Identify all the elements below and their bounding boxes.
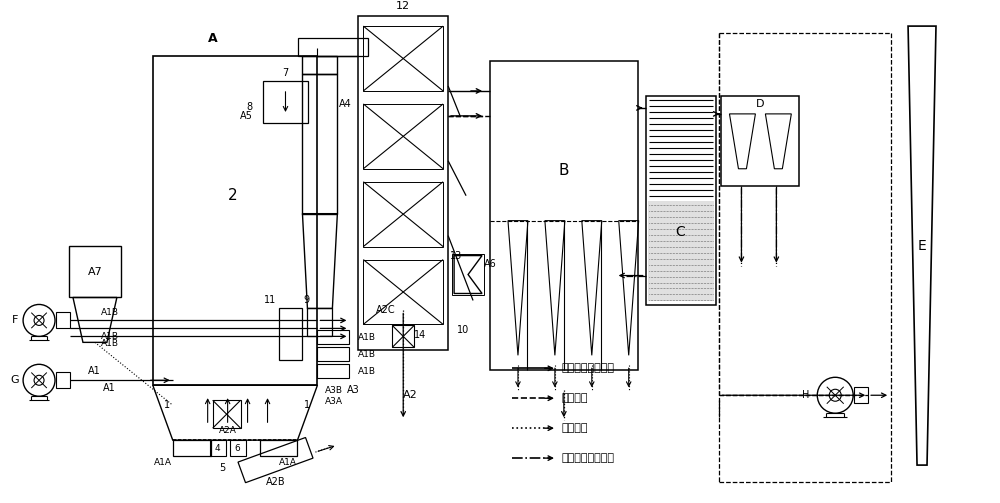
Text: A1: A1 xyxy=(103,383,115,393)
Bar xyxy=(358,16,448,351)
Text: A5: A5 xyxy=(240,111,253,121)
Bar xyxy=(307,308,332,337)
Bar xyxy=(173,440,211,456)
Bar xyxy=(317,364,349,378)
Text: B: B xyxy=(559,163,569,178)
Bar xyxy=(363,104,443,169)
Bar xyxy=(854,387,868,403)
Text: A1A: A1A xyxy=(278,458,296,467)
Text: A1B: A1B xyxy=(101,332,119,341)
Text: D: D xyxy=(756,99,765,109)
Bar xyxy=(260,440,297,456)
Bar xyxy=(363,260,443,324)
Text: A1B: A1B xyxy=(358,367,376,376)
Text: A2C: A2C xyxy=(375,305,395,315)
Text: 灰渣流程: 灰渣流程 xyxy=(562,423,588,433)
Text: 13: 13 xyxy=(450,250,462,261)
Bar xyxy=(317,348,349,361)
Text: A3A: A3A xyxy=(325,397,343,406)
Bar xyxy=(210,440,226,456)
Text: A1B: A1B xyxy=(101,308,119,317)
Bar xyxy=(56,372,70,388)
Text: 6: 6 xyxy=(235,444,240,453)
Text: 9: 9 xyxy=(303,295,309,305)
Bar xyxy=(302,56,337,74)
Text: A2B: A2B xyxy=(266,477,285,487)
Bar xyxy=(490,61,638,370)
Text: E: E xyxy=(918,238,926,253)
Text: A3B: A3B xyxy=(325,386,343,395)
Text: A2: A2 xyxy=(403,390,418,400)
Bar xyxy=(153,56,317,385)
Bar xyxy=(648,201,714,301)
Bar xyxy=(392,325,414,348)
Bar xyxy=(317,330,349,345)
Bar xyxy=(230,440,246,456)
Text: A7: A7 xyxy=(88,267,102,277)
Text: 除尘器回收水流程: 除尘器回收水流程 xyxy=(562,453,615,463)
Text: 10: 10 xyxy=(457,325,469,336)
Text: 14: 14 xyxy=(414,330,426,341)
Bar xyxy=(302,74,337,214)
Text: C: C xyxy=(676,225,685,239)
Text: 烟气流程: 烟气流程 xyxy=(562,393,588,403)
Bar xyxy=(452,254,484,295)
Bar xyxy=(363,182,443,246)
Text: 12: 12 xyxy=(396,1,410,11)
Text: A1B: A1B xyxy=(358,350,376,359)
Text: H: H xyxy=(802,390,809,400)
Text: A1: A1 xyxy=(88,366,100,376)
Text: 11: 11 xyxy=(264,295,277,305)
Text: A6: A6 xyxy=(484,259,496,269)
Text: 4: 4 xyxy=(215,444,220,453)
Bar xyxy=(363,26,443,91)
Bar xyxy=(298,38,368,56)
Bar xyxy=(69,245,121,297)
Text: 1: 1 xyxy=(304,400,311,410)
Bar xyxy=(56,312,70,328)
Text: 2: 2 xyxy=(228,188,237,203)
Text: A1A: A1A xyxy=(154,458,172,467)
Text: A1B: A1B xyxy=(101,339,119,348)
Text: A1B: A1B xyxy=(358,333,376,342)
Bar xyxy=(213,400,241,428)
Text: A3: A3 xyxy=(347,385,360,395)
Text: A4: A4 xyxy=(339,99,352,109)
Text: A2A: A2A xyxy=(219,426,237,435)
Text: 5: 5 xyxy=(220,463,226,473)
Text: 一（二）次风流程: 一（二）次风流程 xyxy=(562,363,615,373)
Text: 8: 8 xyxy=(246,102,253,112)
Text: F: F xyxy=(12,315,18,325)
Bar xyxy=(279,308,302,360)
Text: 7: 7 xyxy=(282,68,289,78)
Bar xyxy=(721,96,799,186)
Text: A: A xyxy=(208,32,217,45)
Bar xyxy=(263,81,308,123)
Bar xyxy=(238,438,313,483)
Text: 1: 1 xyxy=(164,400,170,410)
Text: G: G xyxy=(11,375,19,385)
Bar xyxy=(646,96,716,305)
